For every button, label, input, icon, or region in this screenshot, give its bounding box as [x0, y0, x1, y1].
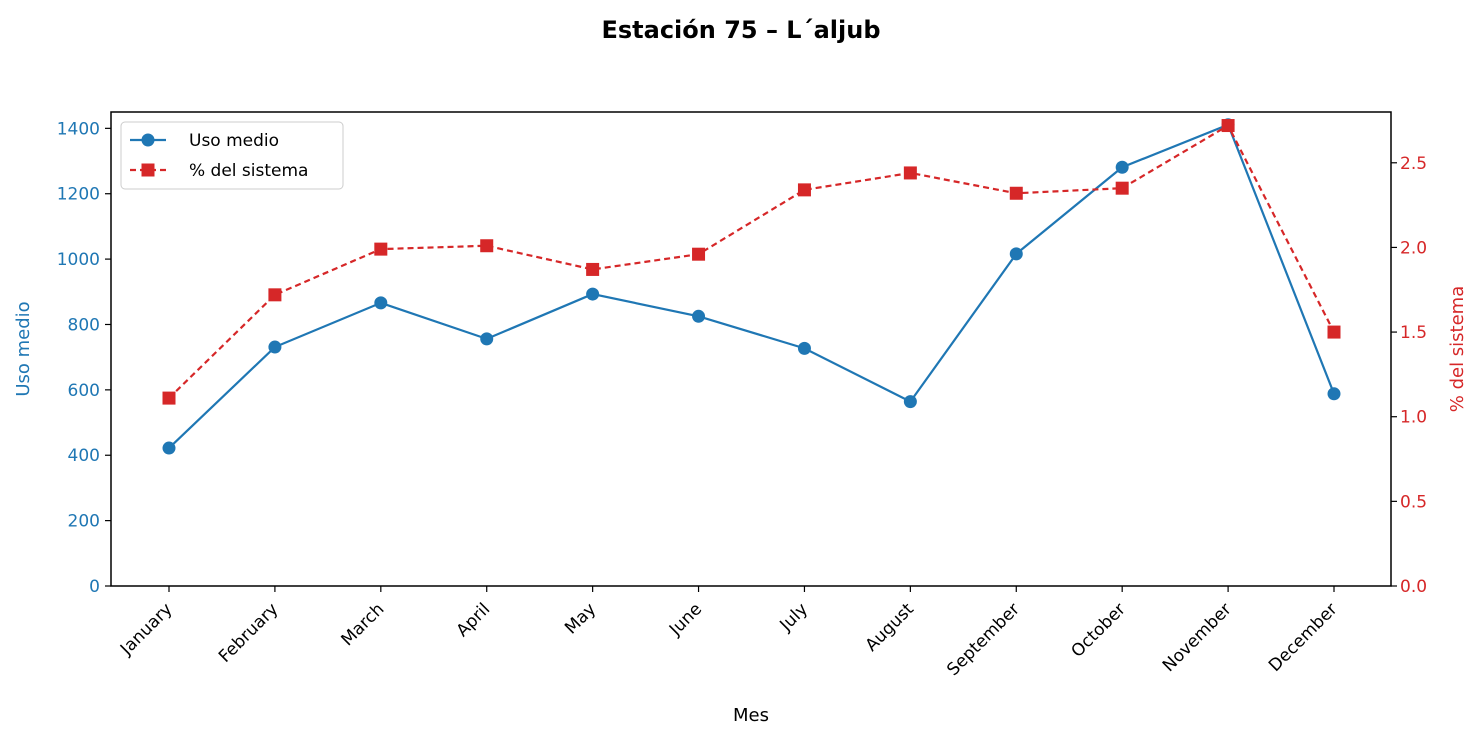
point-marker — [1221, 119, 1235, 133]
legend: Uso medio % del sistema — [120, 121, 344, 190]
point-marker — [374, 296, 388, 310]
legend-marker-porcentaje — [141, 163, 155, 177]
point-marker — [1327, 325, 1341, 339]
y-left-axis-label: Uso medio — [13, 301, 34, 396]
y-right-tick-label: 1.5 — [1400, 323, 1427, 343]
series-line-1 — [168, 124, 1335, 399]
x-tick-label: September — [943, 599, 1024, 680]
point-marker — [162, 441, 176, 455]
y-left-tick-label: 600 — [68, 381, 100, 401]
series-porcentaje-sistema — [162, 119, 1341, 405]
series-uso-medio — [162, 118, 1341, 455]
x-tick-label: June — [665, 599, 706, 640]
y-left-tick-label: 0 — [89, 577, 100, 597]
point-marker — [797, 183, 811, 197]
x-tick-label: May — [561, 599, 600, 638]
x-tick-label: December — [1265, 599, 1341, 675]
point-marker — [586, 287, 600, 301]
y-right-tick-label: 0.5 — [1400, 492, 1427, 512]
legend-marker-uso-medio — [141, 133, 155, 147]
y-left-tick-label: 1000 — [57, 250, 100, 270]
series-line-0 — [168, 123, 1336, 449]
x-tick-label: April — [453, 599, 495, 641]
legend-label-uso-medio: Uso medio — [189, 131, 279, 151]
y-left-tick-label: 200 — [68, 512, 100, 532]
point-marker — [374, 242, 388, 256]
y-left-tick-label: 400 — [68, 446, 100, 466]
y-right-tick-label: 1.0 — [1400, 408, 1427, 428]
y-left-tick-label: 800 — [68, 315, 100, 335]
point-marker — [692, 309, 706, 323]
legend-label-porcentaje: % del sistema — [189, 161, 308, 181]
y-right-ticks: 0.0 0.5 1.0 1.5 2.0 2.5 — [1391, 154, 1427, 597]
x-ticks: January February March April May June July Augu… — [116, 586, 1342, 680]
point-marker — [586, 262, 600, 276]
point-marker — [797, 341, 811, 355]
point-marker — [268, 340, 282, 354]
x-axis-label: Mes — [733, 705, 769, 726]
x-tick-label: January — [116, 599, 176, 659]
x-tick-label: October — [1067, 599, 1129, 661]
y-right-tick-label: 2.5 — [1400, 154, 1427, 174]
point-marker — [268, 288, 282, 302]
point-marker — [692, 247, 706, 261]
point-marker — [903, 395, 917, 409]
x-tick-label: February — [215, 599, 282, 666]
point-marker — [1115, 160, 1129, 174]
x-tick-label: August — [862, 599, 918, 655]
x-tick-label: July — [776, 599, 812, 635]
point-marker — [162, 391, 176, 405]
point-marker — [1327, 387, 1341, 401]
x-tick-label: November — [1159, 599, 1236, 676]
point-marker — [1009, 247, 1023, 261]
y-left-tick-label: 1200 — [57, 185, 100, 205]
point-marker — [1009, 186, 1023, 200]
point-marker — [480, 332, 494, 346]
plot-frame — [110, 111, 1392, 587]
point-marker — [903, 166, 917, 180]
y-left-tick-label: 1400 — [57, 119, 100, 139]
y-right-tick-label: 2.0 — [1400, 238, 1427, 258]
x-tick-label: March — [338, 599, 389, 650]
legend-box — [120, 121, 344, 190]
point-marker — [1115, 181, 1129, 195]
y-left-ticks: 0 200 400 600 800 1000 1200 1400 — [57, 119, 111, 597]
y-right-axis-label: % del sistema — [1447, 286, 1468, 413]
chart-title: Estación 75 – L´aljub — [601, 16, 880, 44]
y-right-tick-label: 0.0 — [1400, 577, 1427, 597]
point-marker — [480, 239, 494, 253]
